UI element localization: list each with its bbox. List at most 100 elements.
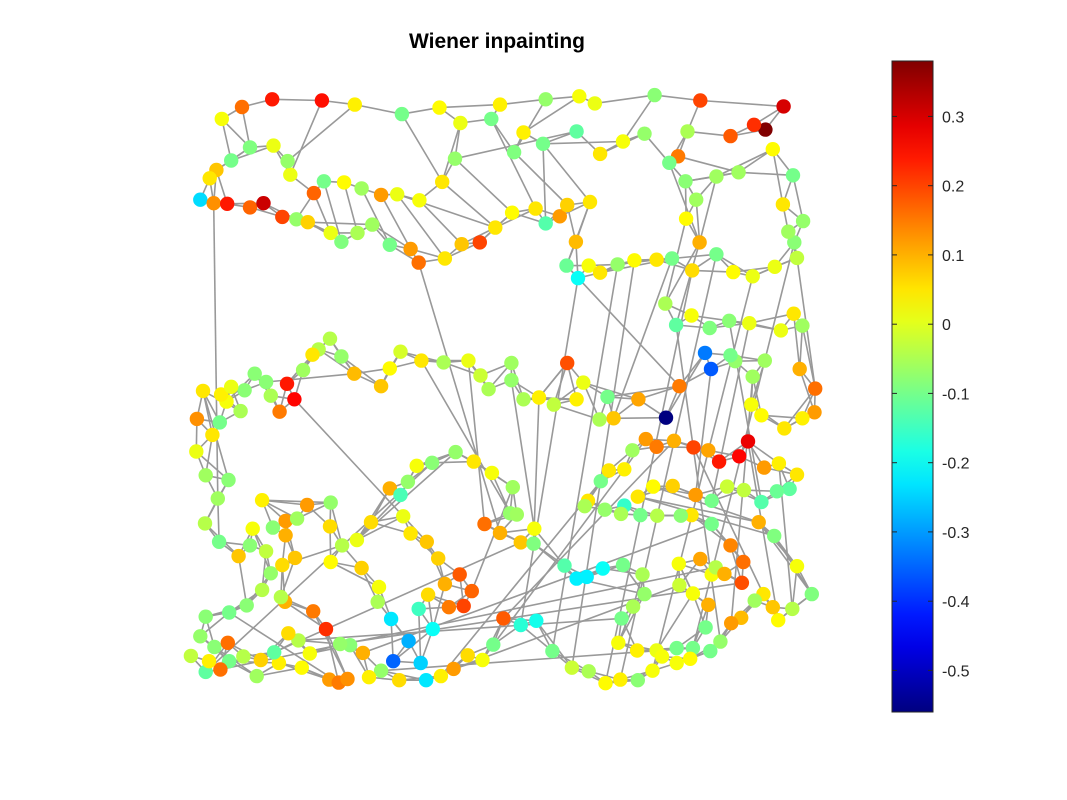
graph-node <box>654 649 670 664</box>
graph-edge <box>551 264 619 652</box>
graph-node <box>629 643 645 658</box>
graph-node <box>461 353 476 368</box>
graph-node <box>484 465 500 481</box>
graph-node <box>789 559 805 574</box>
graph-node <box>460 648 475 663</box>
graph-edge <box>417 262 501 534</box>
graph-edge <box>654 94 701 102</box>
graph-node <box>614 611 629 626</box>
graph-node <box>481 382 496 397</box>
graph-node <box>744 397 759 412</box>
graph-node <box>419 534 434 549</box>
graph-edge <box>441 181 496 229</box>
graph-node <box>538 216 553 231</box>
graph-node <box>592 146 608 162</box>
graph-node <box>386 654 401 669</box>
graph-node <box>689 192 704 207</box>
graph-edge <box>287 103 356 162</box>
graph-node <box>437 576 453 592</box>
graph-node <box>299 497 315 513</box>
graph-edge <box>668 162 701 243</box>
graph-edge <box>772 149 784 205</box>
graph-node <box>394 106 410 122</box>
graph-node <box>254 493 270 508</box>
graph-node <box>704 493 719 508</box>
graph-node <box>684 507 699 523</box>
graph-node <box>740 434 756 449</box>
graph-node <box>776 99 791 114</box>
graph-node <box>582 194 598 210</box>
graph-edge <box>420 360 511 514</box>
graph-node <box>183 648 199 664</box>
graph-node <box>214 111 229 127</box>
graph-node <box>683 651 698 666</box>
graph-edge <box>542 140 624 145</box>
graph-node <box>206 196 221 211</box>
graph-edge <box>513 98 547 153</box>
graph-node <box>569 124 584 139</box>
graph-node <box>492 525 508 541</box>
graph-edge <box>675 324 722 642</box>
graph-node <box>466 454 481 469</box>
graph-node <box>413 655 428 671</box>
graph-node <box>393 487 408 503</box>
colorbar-tick-label: -0.3 <box>942 525 970 542</box>
graph-node <box>757 353 772 368</box>
graph-edge <box>607 385 680 398</box>
graph-edge <box>687 130 731 137</box>
graph-node <box>769 484 785 499</box>
graph-node <box>704 516 719 532</box>
graph-node <box>713 634 728 649</box>
graph-edge <box>655 593 694 651</box>
graph-edge <box>783 388 816 429</box>
graph-node <box>726 264 741 280</box>
graph-node <box>506 145 522 160</box>
graph-node <box>289 511 305 526</box>
graph-node <box>289 212 304 227</box>
graph-node <box>789 250 805 266</box>
graph-node <box>350 225 365 241</box>
graph-edge <box>700 99 784 108</box>
graph-node <box>322 331 338 346</box>
graph-node <box>432 100 447 115</box>
graph-node <box>249 668 264 684</box>
graph-node <box>477 516 492 532</box>
graph-node <box>414 353 429 368</box>
graph-edge <box>217 498 220 542</box>
graph-node <box>513 535 528 550</box>
graph-node <box>193 629 208 644</box>
graph-node <box>349 532 365 548</box>
colorbar-tick-label: 0.1 <box>942 248 964 265</box>
graph-node <box>365 217 380 232</box>
graph-edge <box>289 100 323 176</box>
graph-node <box>279 376 295 391</box>
graph-node <box>278 528 293 543</box>
graph-node <box>785 601 800 617</box>
graph-node <box>570 270 586 286</box>
graph-node <box>263 388 278 403</box>
graph-edge <box>502 440 675 619</box>
graph-node <box>557 558 572 573</box>
graph-edge <box>565 265 680 387</box>
graph-node <box>775 197 791 212</box>
graph-node <box>668 317 684 333</box>
graph-node <box>278 513 293 529</box>
graph-node <box>526 536 541 551</box>
colorbar-tick-label: 0 <box>942 317 951 334</box>
graph-node <box>754 408 769 423</box>
graph-node <box>587 96 602 111</box>
graph-node <box>746 117 762 132</box>
graph-node <box>646 479 661 494</box>
graph-node <box>767 528 782 544</box>
graph-node <box>577 499 592 514</box>
graph-node <box>633 507 648 523</box>
graph-node <box>649 252 664 267</box>
graph-edge <box>542 143 591 203</box>
graph-node <box>722 313 737 328</box>
graph-node <box>437 251 453 266</box>
graph-node <box>531 390 547 405</box>
graph-node <box>475 652 490 668</box>
graph-node <box>732 449 747 464</box>
graph-edge <box>272 98 322 102</box>
graph-node <box>613 506 629 522</box>
